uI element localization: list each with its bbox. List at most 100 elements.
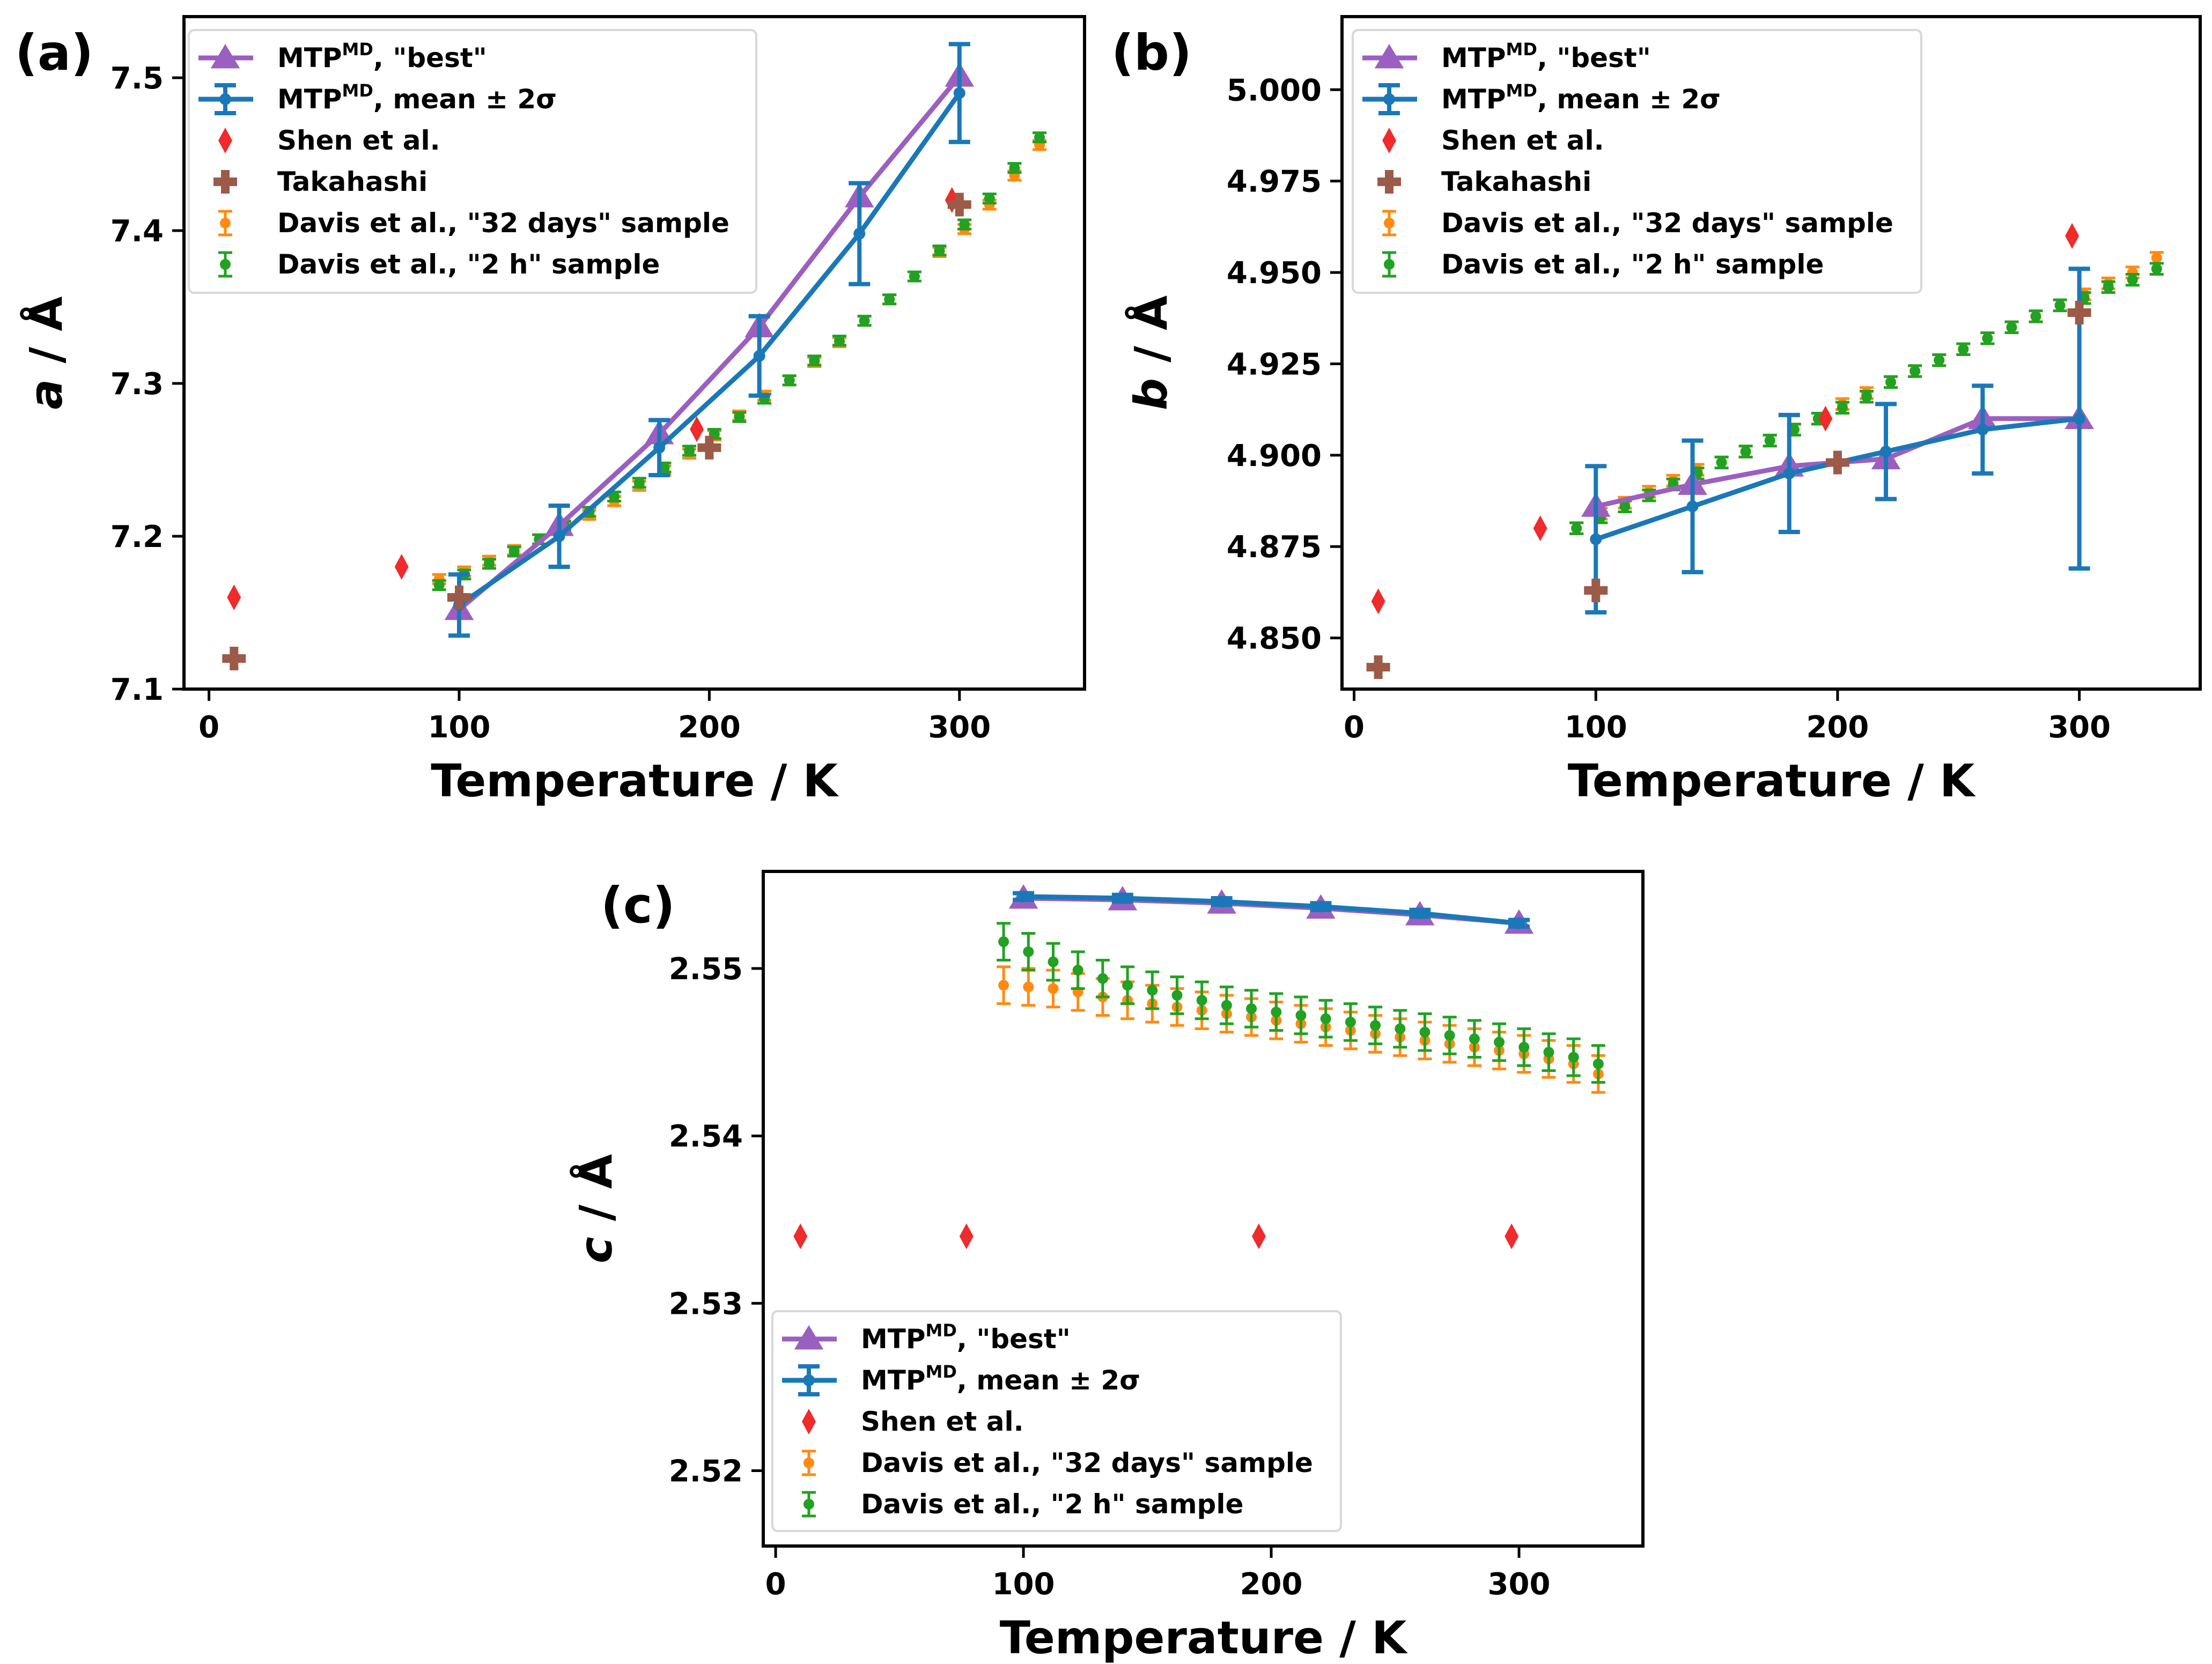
davis2h-point-8: [1196, 995, 1207, 1006]
davis2h-point-13: [1320, 1013, 1331, 1024]
panel-c-ytick-label-1: 2.53: [669, 1286, 743, 1321]
davis2h-point-15: [809, 355, 820, 366]
davis32-point-1: [1023, 981, 1034, 993]
panel-c: (c) 0 100 200 300 2.52 2.53 2.54 2.55 Temperature…: [570, 870, 1645, 1664]
mtp-mean-point-4: [853, 227, 866, 240]
panel-a-xtick-label-0: 0: [198, 710, 219, 745]
panel-a-ytick-label-4: 7.5: [110, 61, 164, 96]
takahashi-point-3: [947, 193, 971, 217]
panel-a-xtick-label-1: 100: [428, 710, 491, 745]
legend-mtp-mean-marker: [803, 1374, 815, 1386]
davis2h-point-19: [909, 271, 920, 282]
davis2h-point-22: [2103, 282, 2114, 293]
davis2h-point-1: [1023, 946, 1034, 957]
davis2h-point-20: [934, 245, 945, 256]
panel-b-legend-label-davis32: Davis et al., "32 days" sample: [1441, 208, 1893, 239]
panel-c-legend-item-davis32: Davis et al., "32 days" sample: [802, 1447, 1313, 1478]
legend-mtp_mean-sup: MD: [342, 80, 373, 101]
panel-c-legend-label-davis32: Davis et al., "32 days" sample: [861, 1447, 1313, 1478]
davis2h-point-16: [1958, 344, 1969, 355]
legend-mtp_mean-base: MTP: [1441, 84, 1506, 115]
legend-mtp-best-marker: [210, 44, 240, 69]
legend-takahashi-marker: [213, 170, 237, 194]
takahashi-point-2: [697, 435, 721, 460]
davis2h-point-9: [659, 462, 670, 473]
davis2h-point-7: [1740, 446, 1751, 457]
panel-c-xtick-label-2: 200: [1240, 1567, 1303, 1602]
panel-c-legend-label-davis2h: Davis et al., "2 h" sample: [861, 1489, 1243, 1520]
panel-c-xtick-label-1: 100: [992, 1567, 1055, 1602]
panel-b-legend-item-davis2h: Davis et al., "2 h" sample: [1382, 249, 1824, 280]
panel-c-legend-label-mtp_best: MTPMD, "best": [861, 1320, 1071, 1355]
davis2h-point-5: [1122, 980, 1133, 991]
mtp-mean-point-2: [1215, 896, 1228, 908]
panel-b-label: (b): [1111, 24, 1192, 82]
panel-b-legend-item-davis32: Davis et al., "32 days" sample: [1382, 208, 1893, 239]
mtp-mean-point-0: [1590, 533, 1602, 545]
panel-a-legend-item-mtp_mean: MTPMD, mean ± 2σ: [198, 80, 557, 115]
panel-a-legend-item-takahashi: Takahashi: [213, 166, 427, 197]
panel-c-xtick-label-0: 0: [765, 1567, 786, 1602]
panel-b-legend-item-takahashi: Takahashi: [1377, 166, 1591, 197]
legend-mtp_best-rest: , "best": [957, 1323, 1071, 1355]
takahashi-point-1: [447, 586, 471, 609]
panel-a-ytick-label-0: 7.1: [110, 672, 164, 707]
mtp-mean-point-1: [1686, 500, 1699, 513]
davis2h-point-16: [1395, 1023, 1406, 1034]
davis2h-point-6: [1147, 985, 1158, 996]
legend-davis2h-marker: [803, 1499, 814, 1510]
panel-c-frame: [762, 870, 1645, 1548]
davis2h-point-23: [1568, 1052, 1579, 1063]
panel-b-xtick-label-0: 0: [1344, 710, 1365, 745]
takahashi-point-2: [1825, 450, 1849, 475]
mtp-mean-point-5: [2073, 412, 2085, 425]
panel-b-legend-label-mtp_best: MTPMD, "best": [1441, 39, 1651, 73]
panel-a-ytick-label-2: 7.3: [110, 367, 164, 402]
davis2h-point-7: [1171, 989, 1183, 1001]
legend-davis2h-marker: [1384, 259, 1395, 270]
panel-b-ytick-label-5: 4.975: [1227, 165, 1322, 199]
panel-a-legend-label-davis32: Davis et al., "32 days" sample: [277, 208, 729, 239]
panels: (a) 0 100 200 300 7.1 7.2 7.3 7.4 7.5 Temperature …: [15, 15, 2202, 1664]
davis2h-point-17: [1419, 1026, 1431, 1038]
panel-b-ytick-label-0: 4.850: [1227, 622, 1322, 656]
shen-point-1: [394, 554, 409, 580]
panel-b-legend-box: [1352, 29, 1922, 294]
davis2h-point-21: [2078, 292, 2090, 304]
panel-a-legend-label-shen: Shen et al.: [277, 125, 440, 156]
davis2h-point-18: [1444, 1030, 1455, 1041]
davis2h-point-24: [1592, 1058, 1604, 1069]
takahashi-point-3: [2067, 301, 2091, 325]
legend-davis32-marker: [803, 1458, 814, 1468]
davis2h-point-17: [1982, 332, 1993, 344]
panel-c-ylabel-variable: c: [570, 1237, 622, 1263]
davis2h-point-2: [1619, 501, 1631, 512]
takahashi-point-1: [1584, 578, 1608, 602]
mtp-mean-point-5: [1513, 917, 1525, 929]
panel-b-legend-label-takahashi: Takahashi: [1441, 166, 1591, 197]
legend-mtp-best-marker: [1374, 44, 1404, 69]
panel-b-legend-item-shen: Shen et al.: [1382, 125, 1604, 156]
legend-mtp_mean-sup: MD: [1506, 80, 1537, 101]
shen-point-3: [1505, 1223, 1519, 1249]
panel-b-ytick-label-1: 4.875: [1227, 530, 1322, 565]
panel-b-series-davis2h: [1569, 262, 2164, 535]
panel-c-ytick-label-2: 2.54: [669, 1119, 743, 1154]
legend-mtp_best-base: MTP: [861, 1323, 926, 1355]
panel-b-xtick-label-1: 100: [1565, 710, 1627, 745]
panel-b-ytick-label-6: 5.000: [1227, 73, 1322, 108]
davis2h-point-22: [1543, 1047, 1554, 1058]
shen-point-2: [690, 416, 704, 442]
panel-a-frame: [182, 15, 1086, 691]
davis2h-point-21: [959, 219, 970, 230]
mtp-best-line: [458, 75, 962, 612]
panel-c-legend-box: [771, 1310, 1342, 1532]
mtp-mean-point-3: [753, 350, 765, 362]
legend-shen-marker: [1382, 128, 1396, 153]
davis2h-point-14: [1909, 366, 1921, 377]
panel-a-label: (a): [15, 24, 93, 82]
legend-mtp-mean-marker: [219, 93, 231, 105]
